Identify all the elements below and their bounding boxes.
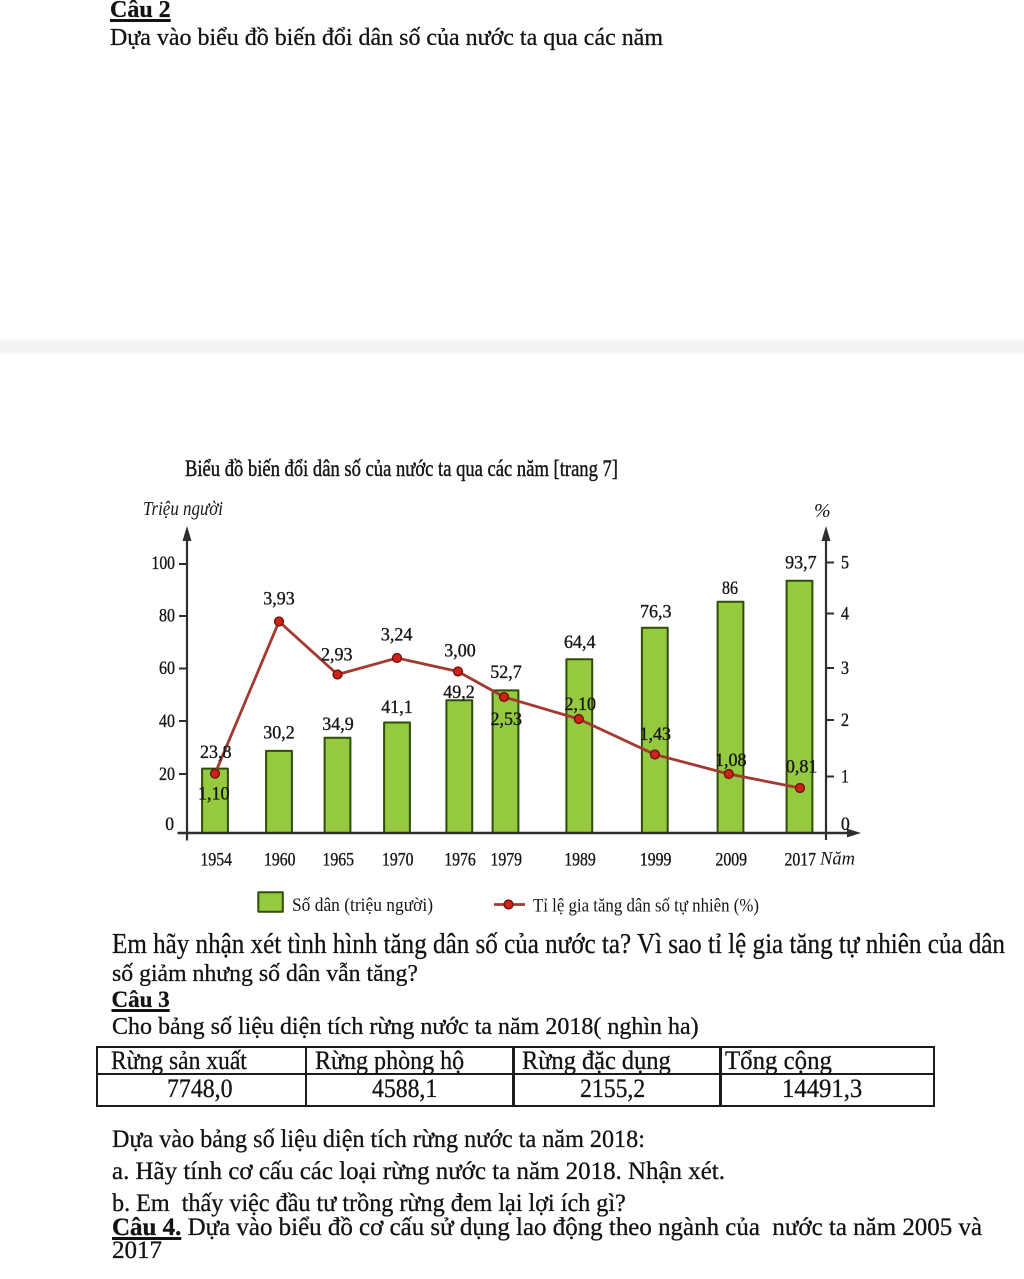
svg-text:3,93: 3,93 xyxy=(263,590,295,610)
svg-text:1: 1 xyxy=(841,768,849,788)
svg-text:3,24: 3,24 xyxy=(381,626,413,646)
svg-text:2009: 2009 xyxy=(716,851,748,871)
svg-text:2: 2 xyxy=(841,711,849,731)
svg-text:64,4: 64,4 xyxy=(564,633,596,653)
svg-text:30,2: 30,2 xyxy=(263,724,295,744)
svg-text:76,3: 76,3 xyxy=(640,603,672,623)
svg-text:1,10: 1,10 xyxy=(198,784,230,804)
svg-text:2,93: 2,93 xyxy=(321,645,353,665)
svg-text:Triệu người: Triệu người xyxy=(143,498,223,520)
svg-text:20: 20 xyxy=(159,765,175,785)
svg-text:1976: 1976 xyxy=(444,851,476,871)
svg-text:34,9: 34,9 xyxy=(322,715,354,735)
svg-text:0: 0 xyxy=(165,815,174,835)
svg-text:1970: 1970 xyxy=(382,851,414,871)
svg-text:1,08: 1,08 xyxy=(715,751,747,771)
svg-text:40: 40 xyxy=(159,712,175,732)
svg-text:1954: 1954 xyxy=(201,851,233,871)
svg-text:%: % xyxy=(814,500,831,522)
svg-text:Biểu đồ biến đổi dân số của nư: Biểu đồ biến đổi dân số của nước ta qua … xyxy=(185,456,618,481)
svg-text:23,8: 23,8 xyxy=(200,743,232,763)
svg-text:2,10: 2,10 xyxy=(565,695,597,715)
svg-text:5: 5 xyxy=(841,554,849,574)
svg-text:1965: 1965 xyxy=(323,851,355,871)
svg-text:0: 0 xyxy=(841,815,850,835)
svg-text:2,53: 2,53 xyxy=(490,710,522,730)
svg-text:1,43: 1,43 xyxy=(640,725,672,745)
svg-text:80: 80 xyxy=(159,607,175,627)
svg-text:1960: 1960 xyxy=(264,851,296,871)
svg-text:100: 100 xyxy=(152,554,176,574)
svg-text:Tỉ lệ gia tăng dân số tự nhiên: Tỉ lệ gia tăng dân số tự nhiên (%) xyxy=(533,896,759,917)
svg-text:Năm: Năm xyxy=(819,850,855,870)
svg-text:1989: 1989 xyxy=(564,851,596,871)
svg-text:1979: 1979 xyxy=(491,851,523,871)
svg-text:4: 4 xyxy=(841,605,849,625)
svg-text:41,1: 41,1 xyxy=(381,698,413,718)
svg-text:Số dân (triệu người): Số dân (triệu người) xyxy=(292,895,433,916)
svg-text:3: 3 xyxy=(841,659,849,679)
svg-text:0,81: 0,81 xyxy=(786,757,818,777)
svg-text:60: 60 xyxy=(159,659,175,679)
svg-text:1999: 1999 xyxy=(640,851,672,871)
svg-text:93,7: 93,7 xyxy=(785,553,817,573)
svg-text:3,00: 3,00 xyxy=(444,641,476,661)
svg-text:2017: 2017 xyxy=(785,851,817,871)
svg-text:52,7: 52,7 xyxy=(490,663,522,683)
svg-text:86: 86 xyxy=(722,579,738,599)
svg-text:49,2: 49,2 xyxy=(443,683,475,703)
